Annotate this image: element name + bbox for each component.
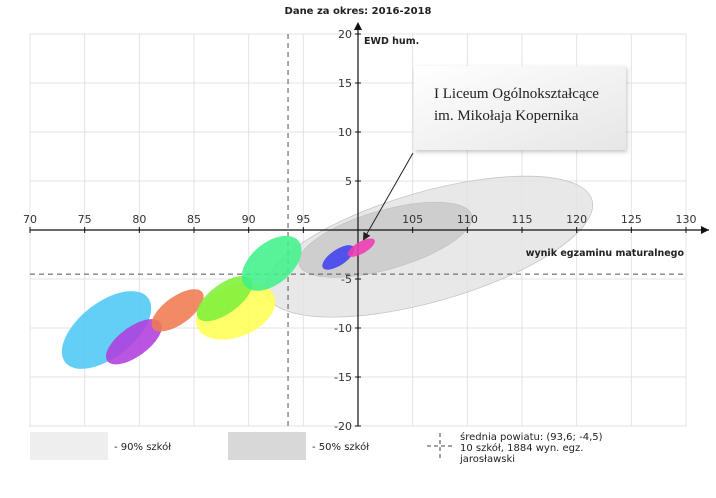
callout-line-1: I Liceum Ogólnokształcące xyxy=(434,86,599,102)
x-tick-label: 90 xyxy=(242,213,256,226)
school-ellipse-2 xyxy=(105,319,162,365)
x-tick-label: 95 xyxy=(296,213,310,226)
legend-label-50: - 50% szkół xyxy=(312,441,369,453)
y-tick-label: -15 xyxy=(334,371,352,384)
legend-mean-line-3: jarosławski xyxy=(459,454,515,465)
annotation-callout: I Liceum Ogólnokształcące im. Mikołaja K… xyxy=(362,66,626,241)
x-tick-label: 105 xyxy=(402,213,423,226)
callout-arrow xyxy=(362,152,414,241)
y-tick-label: 5 xyxy=(345,175,352,188)
legend-label-90: - 90% szkół xyxy=(114,441,171,453)
legend-mean-line-1: średnia powiatu: (93,6; -4,5) xyxy=(460,431,603,443)
x-tick-label: 115 xyxy=(512,213,533,226)
school-ellipse-7 xyxy=(322,245,355,270)
x-tick-label: 85 xyxy=(187,213,201,226)
school-ellipse-3 xyxy=(151,289,204,332)
y-tick-label: 15 xyxy=(338,77,352,90)
legend-swatch-90 xyxy=(30,432,108,460)
x-tick-label: 75 xyxy=(78,213,92,226)
y-axis-arrow-icon xyxy=(354,22,362,30)
y-tick-label: 10 xyxy=(338,126,352,139)
school-ellipse-6 xyxy=(241,235,302,291)
x-axis-label: wynik egzaminu maturalnego xyxy=(526,248,685,259)
x-tick-label: 130 xyxy=(676,213,697,226)
school-ellipse-1 xyxy=(61,291,152,369)
y-tick-label: 20 xyxy=(338,28,352,41)
legend-swatch-50 xyxy=(228,432,306,460)
school-ellipse-5 xyxy=(196,275,253,322)
mean-cross-icon xyxy=(427,433,453,459)
legend-mean-line-2: 10 szkół, 1884 wyn. egz. xyxy=(460,442,583,454)
y-tick-label: -20 xyxy=(334,420,352,433)
y-tick-label: -5 xyxy=(341,273,352,286)
legend: - 90% szkół - 50% szkół średnia powiatu:… xyxy=(30,431,603,465)
callout-line-2: im. Mikołaja Kopernika xyxy=(434,108,579,124)
y-tick-label: -10 xyxy=(334,322,352,335)
chart-title: Dane za okres: 2016-2018 xyxy=(285,6,432,17)
y-axis-label: EWD hum. xyxy=(364,36,419,47)
school-ellipse-8 xyxy=(347,238,375,257)
tick-labels: 70 75 80 85 90 95 105 110 115 120 125 1302015105-5-… xyxy=(23,28,697,433)
school-ellipses xyxy=(61,235,375,369)
x-axis-arrow-icon xyxy=(701,226,709,234)
x-tick-label: 125 xyxy=(621,213,642,226)
x-tick-label: 80 xyxy=(132,213,146,226)
x-tick-label: 70 xyxy=(23,213,37,226)
x-tick-label: 120 xyxy=(566,213,587,226)
callout-box xyxy=(414,66,626,150)
x-tick-label: 110 xyxy=(457,213,478,226)
